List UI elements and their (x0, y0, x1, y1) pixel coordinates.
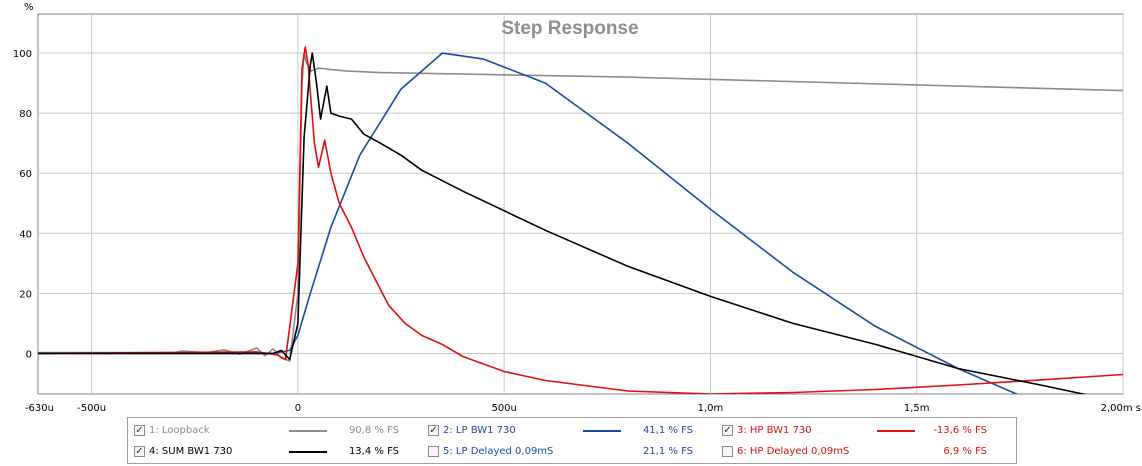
y-tick-label: 100 (13, 49, 32, 60)
grid (38, 14, 1124, 394)
x-tick-label: 2,00m s (1101, 403, 1141, 414)
plot-area (37, 13, 1124, 395)
x-tick-label: 1,5m (904, 403, 930, 414)
legend-value: 41,1 % FS (642, 425, 693, 436)
legend-checkbox[interactable] (428, 446, 439, 457)
legend-value: 90,8 % FS (348, 425, 399, 436)
x-tick-label: 1,0m (698, 403, 724, 414)
y-tick-label: 60 (19, 169, 32, 180)
legend-checkbox[interactable]: ✓ (134, 446, 145, 457)
legend-checkbox[interactable]: ✓ (134, 425, 145, 436)
chart-title: Step Response (501, 18, 638, 39)
legend-line-swatch (289, 430, 327, 432)
legend-label: 4: SUM BW1 730 (149, 446, 233, 457)
x-tick-label: 500u (491, 403, 516, 414)
legend-line-swatch (289, 451, 327, 453)
legend-panel: ✓ 1: Loopback 90,8 % FS ✓ 2: LP BW1 730 41,1 … (127, 417, 1017, 464)
legend-checkbox[interactable] (722, 446, 733, 457)
legend-checkbox[interactable]: ✓ (428, 425, 439, 436)
y-tick-label: 40 (19, 229, 32, 240)
legend-value: -13,6 % FS (933, 425, 987, 436)
legend-item: ✓ 3: HP BW1 730 -13,6 % FS (722, 423, 1002, 439)
y-tick-label: 20 (19, 289, 32, 300)
legend-line-swatch (877, 430, 915, 432)
legend-label: 6: HP Delayed 0,09mS (737, 446, 850, 457)
legend-value: 13,4 % FS (348, 446, 399, 457)
series-line-2 (38, 52, 1019, 394)
x-tick-label: -630u (25, 403, 54, 414)
legend-checkbox[interactable]: ✓ (722, 425, 733, 436)
legend-value: 21,1 % FS (642, 446, 693, 457)
legend-label: 1: Loopback (149, 425, 210, 436)
legend-line-swatch (583, 430, 621, 432)
legend-item: 5: LP Delayed 0,09mS 21,1 % FS (428, 444, 708, 460)
legend-item: 6: HP Delayed 0,09mS 6,9 % FS (722, 444, 1002, 460)
legend-value: 6,9 % FS (943, 446, 987, 457)
x-axis-ticks: -630u -500u 0 500u 1,0m 1,5m 2,00m s (25, 403, 1141, 414)
series-line-3 (38, 46, 1123, 394)
legend-item: ✓ 2: LP BW1 730 41,1 % FS (428, 423, 708, 439)
legend-label: 3: HP BW1 730 (737, 425, 812, 436)
x-tick-label: -500u (77, 403, 106, 414)
legend-item: ✓ 4: SUM BW1 730 13,4 % FS (134, 444, 414, 460)
legend-label: 5: LP Delayed 0,09mS (443, 446, 554, 457)
x-tick-label: 0 (295, 403, 301, 414)
y-tick-label: 0 (26, 349, 32, 360)
legend-label: 2: LP BW1 730 (443, 425, 516, 436)
series-line-4 (38, 52, 1087, 394)
y-tick-label: 80 (19, 109, 32, 120)
step-response-plot[interactable]: 0 20 40 60 80 100 -630u -500u 0 500u 1,0m 1,5m 2,00… (0, 0, 1142, 418)
legend-item: ✓ 1: Loopback 90,8 % FS (134, 423, 414, 439)
y-axis-ticks: 0 20 40 60 80 100 (13, 49, 32, 360)
series-group (38, 46, 1123, 394)
y-axis-unit: % (24, 2, 34, 13)
